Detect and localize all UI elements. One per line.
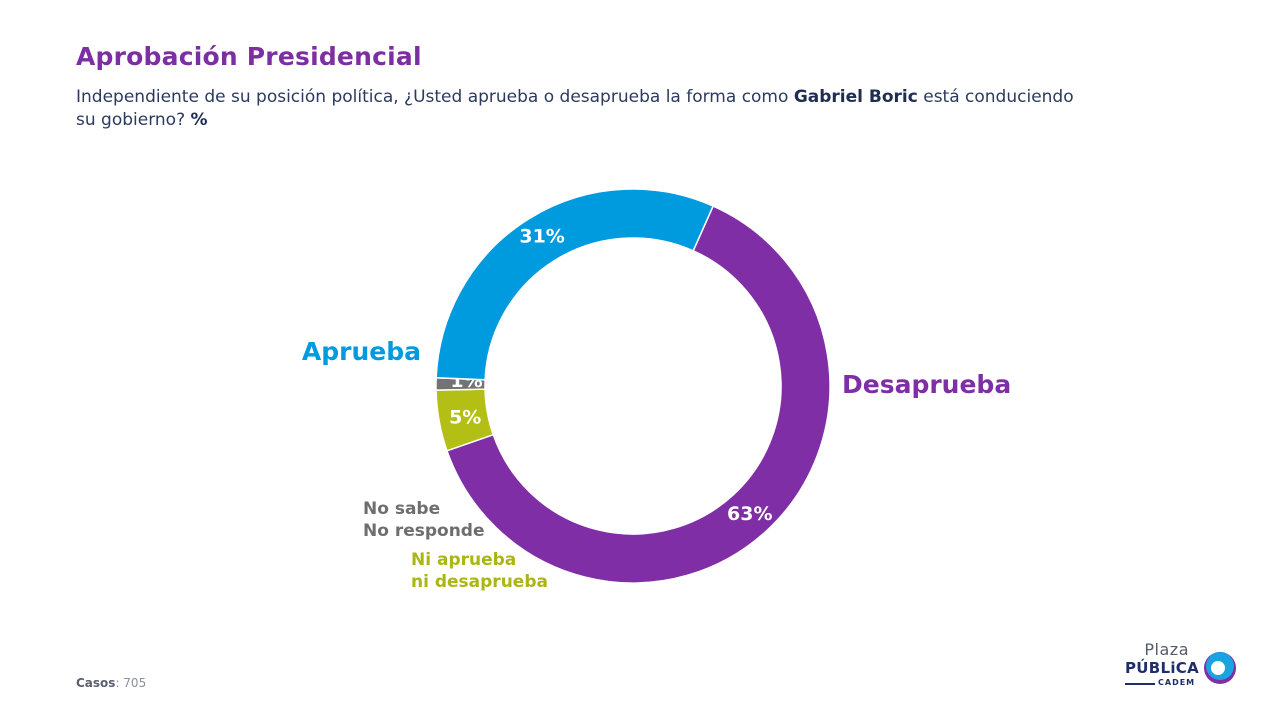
page-title: Aprobación Presidencial <box>76 42 422 71</box>
slice-desaprueba <box>446 205 831 584</box>
question-name: Gabriel Boric <box>793 87 918 107</box>
cases-footer: Casos: 705 <box>76 676 146 690</box>
logo-underline <box>1125 683 1155 685</box>
slice-aprueba <box>435 188 715 381</box>
question-unit: % <box>190 110 208 130</box>
logo-mark-icon <box>1204 652 1236 684</box>
plaza-publica-logo: Plaza PÚBLiCA CADEM <box>1120 640 1245 695</box>
category-label-desaprueba: Desaprueba <box>842 370 1011 399</box>
question-pre: Independiente de su posición política, ¿… <box>76 87 794 107</box>
category-label-ni-aprueba-ni-desaprueba-line1: Ni aprueba <box>411 550 516 570</box>
logo-line1: Plaza <box>1144 640 1189 659</box>
question-text: Independiente de su posición política, ¿… <box>76 86 1076 132</box>
logo-line2: PÚBLiCA <box>1125 659 1200 677</box>
value-label-desaprueba: 63% <box>727 503 772 525</box>
cases-label: Casos <box>76 676 116 690</box>
logo-line3: CADEM <box>1158 678 1196 687</box>
category-label-aprueba: Aprueba <box>302 337 421 366</box>
category-label-no-sabe-no-responde-line1: No sabe <box>363 499 440 519</box>
cases-value: : 705 <box>115 676 147 690</box>
question-post: está conduciendo su gobierno? <box>76 87 1074 130</box>
category-label-no-sabe-no-responde-line2: No responde <box>363 521 485 541</box>
value-label-aprueba: 31% <box>519 225 564 247</box>
category-label-ni-aprueba-ni-desaprueba-line2: ni desaprueba <box>411 572 548 592</box>
value-label-ni-aprueba-ni-desaprueba: 5% <box>449 407 481 429</box>
